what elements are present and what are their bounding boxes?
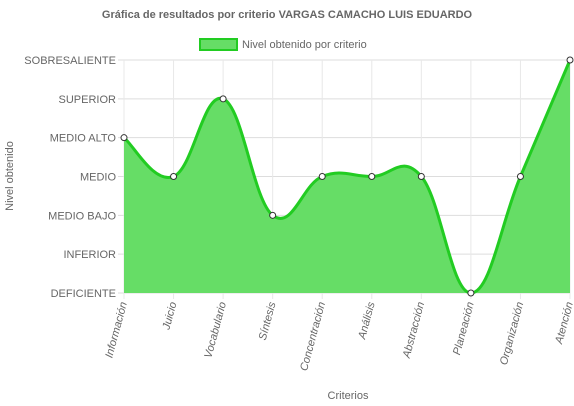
y-tick-label: SOBRESALIENTE xyxy=(24,55,116,67)
data-point-7 xyxy=(467,289,475,297)
y-tick-label: MEDIO xyxy=(80,172,117,184)
y-axis-title: Nivel obtenido xyxy=(4,141,16,211)
y-tick-label: MEDIO BAJO xyxy=(48,210,116,222)
data-point-1 xyxy=(170,173,178,180)
legend-label: Nivel obtenido por criterio xyxy=(242,39,367,51)
data-point-6 xyxy=(417,173,425,180)
data-point-0 xyxy=(120,134,128,142)
data-points xyxy=(120,56,574,297)
data-point-4 xyxy=(318,173,326,180)
x-tick-label: Análisis xyxy=(356,300,378,341)
x-tick-label: Organización xyxy=(498,301,526,367)
x-tick-label: Juicio xyxy=(160,301,179,332)
y-tick-label: INFERIOR xyxy=(63,249,116,261)
x-tick-label: Abstracción xyxy=(401,301,428,361)
y-tick-label: SUPERIOR xyxy=(59,94,117,106)
y-tick-label: DEFICIENTE xyxy=(51,288,116,300)
data-point-2 xyxy=(219,95,227,103)
data-point-9 xyxy=(566,56,574,64)
y-axis-ticks: DEFICIENTE INFERIOR MEDIO BAJO MEDIO MEDIO A… xyxy=(24,55,116,300)
y-tick-label: MEDIO ALTO xyxy=(50,133,117,145)
legend[interactable]: Nivel obtenido por criterio xyxy=(199,38,367,51)
chart-title: Gráfica de resultados por criterio VARGA… xyxy=(102,9,473,21)
x-tick-label: Concentración xyxy=(298,301,328,373)
series-line xyxy=(122,59,572,295)
x-tick-label: Planeación xyxy=(451,301,477,357)
x-tick-label: Atención xyxy=(553,301,574,346)
data-point-3 xyxy=(269,211,277,219)
data-point-8 xyxy=(516,173,524,180)
x-tick-label: Información xyxy=(103,301,129,360)
x-axis-ticks: Información Juicio Vocabulario Síntesis Conc… xyxy=(103,300,574,372)
x-tick-label: Vocabulario xyxy=(202,301,229,360)
x-tick-label: Síntesis xyxy=(257,300,279,341)
data-point-5 xyxy=(368,173,376,180)
legend-swatch xyxy=(199,38,238,51)
series-area xyxy=(122,59,572,295)
x-axis-title: Criterios xyxy=(328,390,369,402)
